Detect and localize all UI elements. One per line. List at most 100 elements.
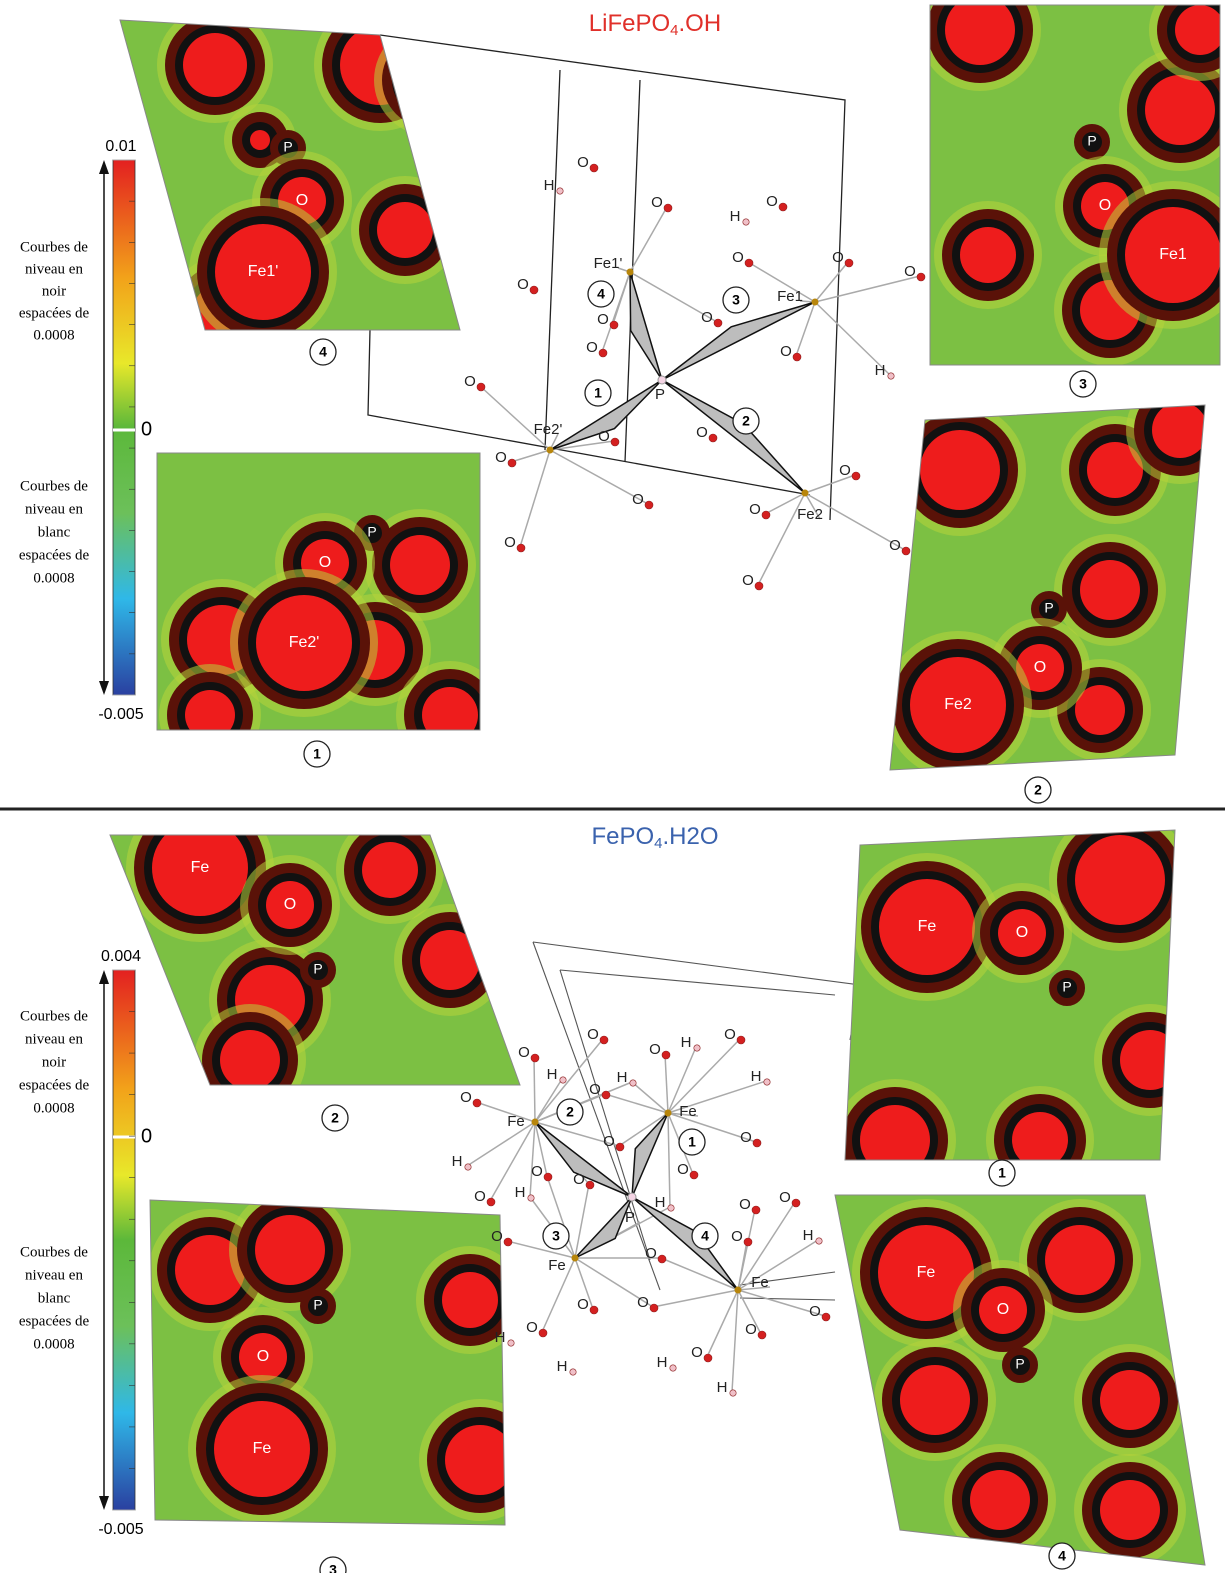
contour-note: Courbes de: [20, 478, 88, 494]
atom-dot: [585, 1180, 595, 1190]
density-core: [1120, 1030, 1175, 1090]
bond: [549, 449, 649, 505]
density-core: [878, 1225, 974, 1321]
atom-dot: [751, 1205, 761, 1215]
map-border: [119, 19, 461, 331]
bond: [660, 1257, 739, 1291]
bond: [667, 1080, 767, 1114]
atom-label: Fe: [751, 1274, 769, 1291]
density-core: [239, 1333, 287, 1381]
badge-circle: [542, 1222, 570, 1250]
atom-label: O: [491, 1228, 503, 1245]
bond: [618, 1112, 669, 1147]
atom-label: O: [531, 1163, 543, 1180]
density-core: [256, 595, 352, 691]
atom-label: H: [515, 1184, 526, 1201]
bond: [546, 1175, 576, 1259]
atom-label: H: [730, 208, 741, 225]
atom-label: O: [526, 1319, 538, 1336]
contour-note: espacées de: [19, 1313, 90, 1329]
contour-black: [392, 42, 460, 118]
atom-dot: [669, 1364, 677, 1372]
atom-dot: [543, 1172, 553, 1182]
atom-label: O: [504, 534, 516, 551]
atom-label: O: [904, 263, 916, 280]
density-core: [420, 930, 480, 990]
atom-label: O: [677, 1161, 689, 1178]
badge-label: 3: [552, 1228, 560, 1244]
density-map: [845, 830, 1175, 1160]
atom-label: Fe: [548, 1257, 566, 1274]
polyhedron: [629, 271, 663, 381]
density-core: [1145, 75, 1215, 145]
badge-circle: [556, 1098, 584, 1126]
bond: [667, 1046, 697, 1114]
fe-site: [571, 1254, 579, 1262]
density-map: [835, 1195, 1205, 1565]
map-border: [156, 452, 481, 731]
density-core: [152, 835, 248, 916]
density-core: [1152, 405, 1205, 458]
atom-label: O: [742, 572, 754, 589]
density-core: [266, 881, 314, 929]
atom-label: O: [598, 428, 610, 445]
atom-label: Fe: [191, 859, 210, 876]
bond: [664, 1053, 669, 1114]
atom-label: O: [577, 1296, 589, 1313]
contour-note: 0.0008: [33, 570, 74, 586]
badge-label: 2: [566, 1104, 574, 1120]
bond: [479, 385, 551, 451]
contour-note: noir: [42, 1054, 66, 1070]
atom-label: H: [655, 1194, 666, 1211]
atom-dot: [629, 1079, 637, 1087]
fe-site: [811, 298, 819, 306]
density-core: [860, 1105, 930, 1160]
arrow-head: [99, 160, 109, 174]
contour-note: blanc: [38, 524, 71, 540]
bond: [466, 1121, 536, 1167]
badge-label: 4: [597, 286, 605, 302]
density-core: [900, 1365, 970, 1435]
polyhedron: [631, 1196, 739, 1291]
atom-dot: [609, 320, 619, 330]
atom-label: O: [587, 1026, 599, 1043]
atom-dot: [744, 258, 754, 268]
atom-label: H: [717, 1379, 728, 1396]
panel-title: LiFePO4.OH: [589, 10, 721, 39]
atom-label: Fe1: [1159, 246, 1187, 263]
badge-circle: [584, 379, 612, 407]
colorbar-tick-label: 0: [141, 1125, 152, 1147]
bond: [601, 271, 631, 353]
badge-label: 1: [688, 1134, 696, 1150]
density-core: [255, 1215, 325, 1285]
atom-dot: [598, 348, 608, 358]
atom-dot: [901, 546, 911, 556]
bond: [533, 1056, 536, 1123]
atom-dot: [703, 1353, 713, 1363]
p-site: [1002, 1347, 1038, 1383]
density-core: [220, 1030, 280, 1085]
atom-dot: [599, 1035, 609, 1045]
p-site: [657, 375, 667, 385]
atom-dot: [778, 202, 788, 212]
fe-site: [626, 268, 634, 276]
atom-dot: [736, 1035, 746, 1045]
atom-label: Fe2': [289, 634, 320, 651]
atom-dot: [708, 433, 718, 443]
atom-dot: [610, 437, 620, 447]
contour-note: niveau en: [25, 501, 83, 517]
density-core: [183, 33, 247, 97]
colorbar-tick-label: -0.005: [98, 1521, 143, 1538]
atom-dot: [556, 187, 564, 195]
atom-dot: [507, 1339, 515, 1347]
atom-label: P: [367, 524, 376, 540]
atom-dot: [589, 1305, 599, 1315]
map-border: [109, 834, 521, 1086]
contour-note: blanc: [38, 1290, 71, 1306]
atom-label: O: [701, 309, 713, 326]
atom-label: Fe2: [797, 506, 823, 523]
atom-dot: [757, 1330, 767, 1340]
atom-label: O: [474, 1188, 486, 1205]
polyhedron: [661, 301, 816, 381]
